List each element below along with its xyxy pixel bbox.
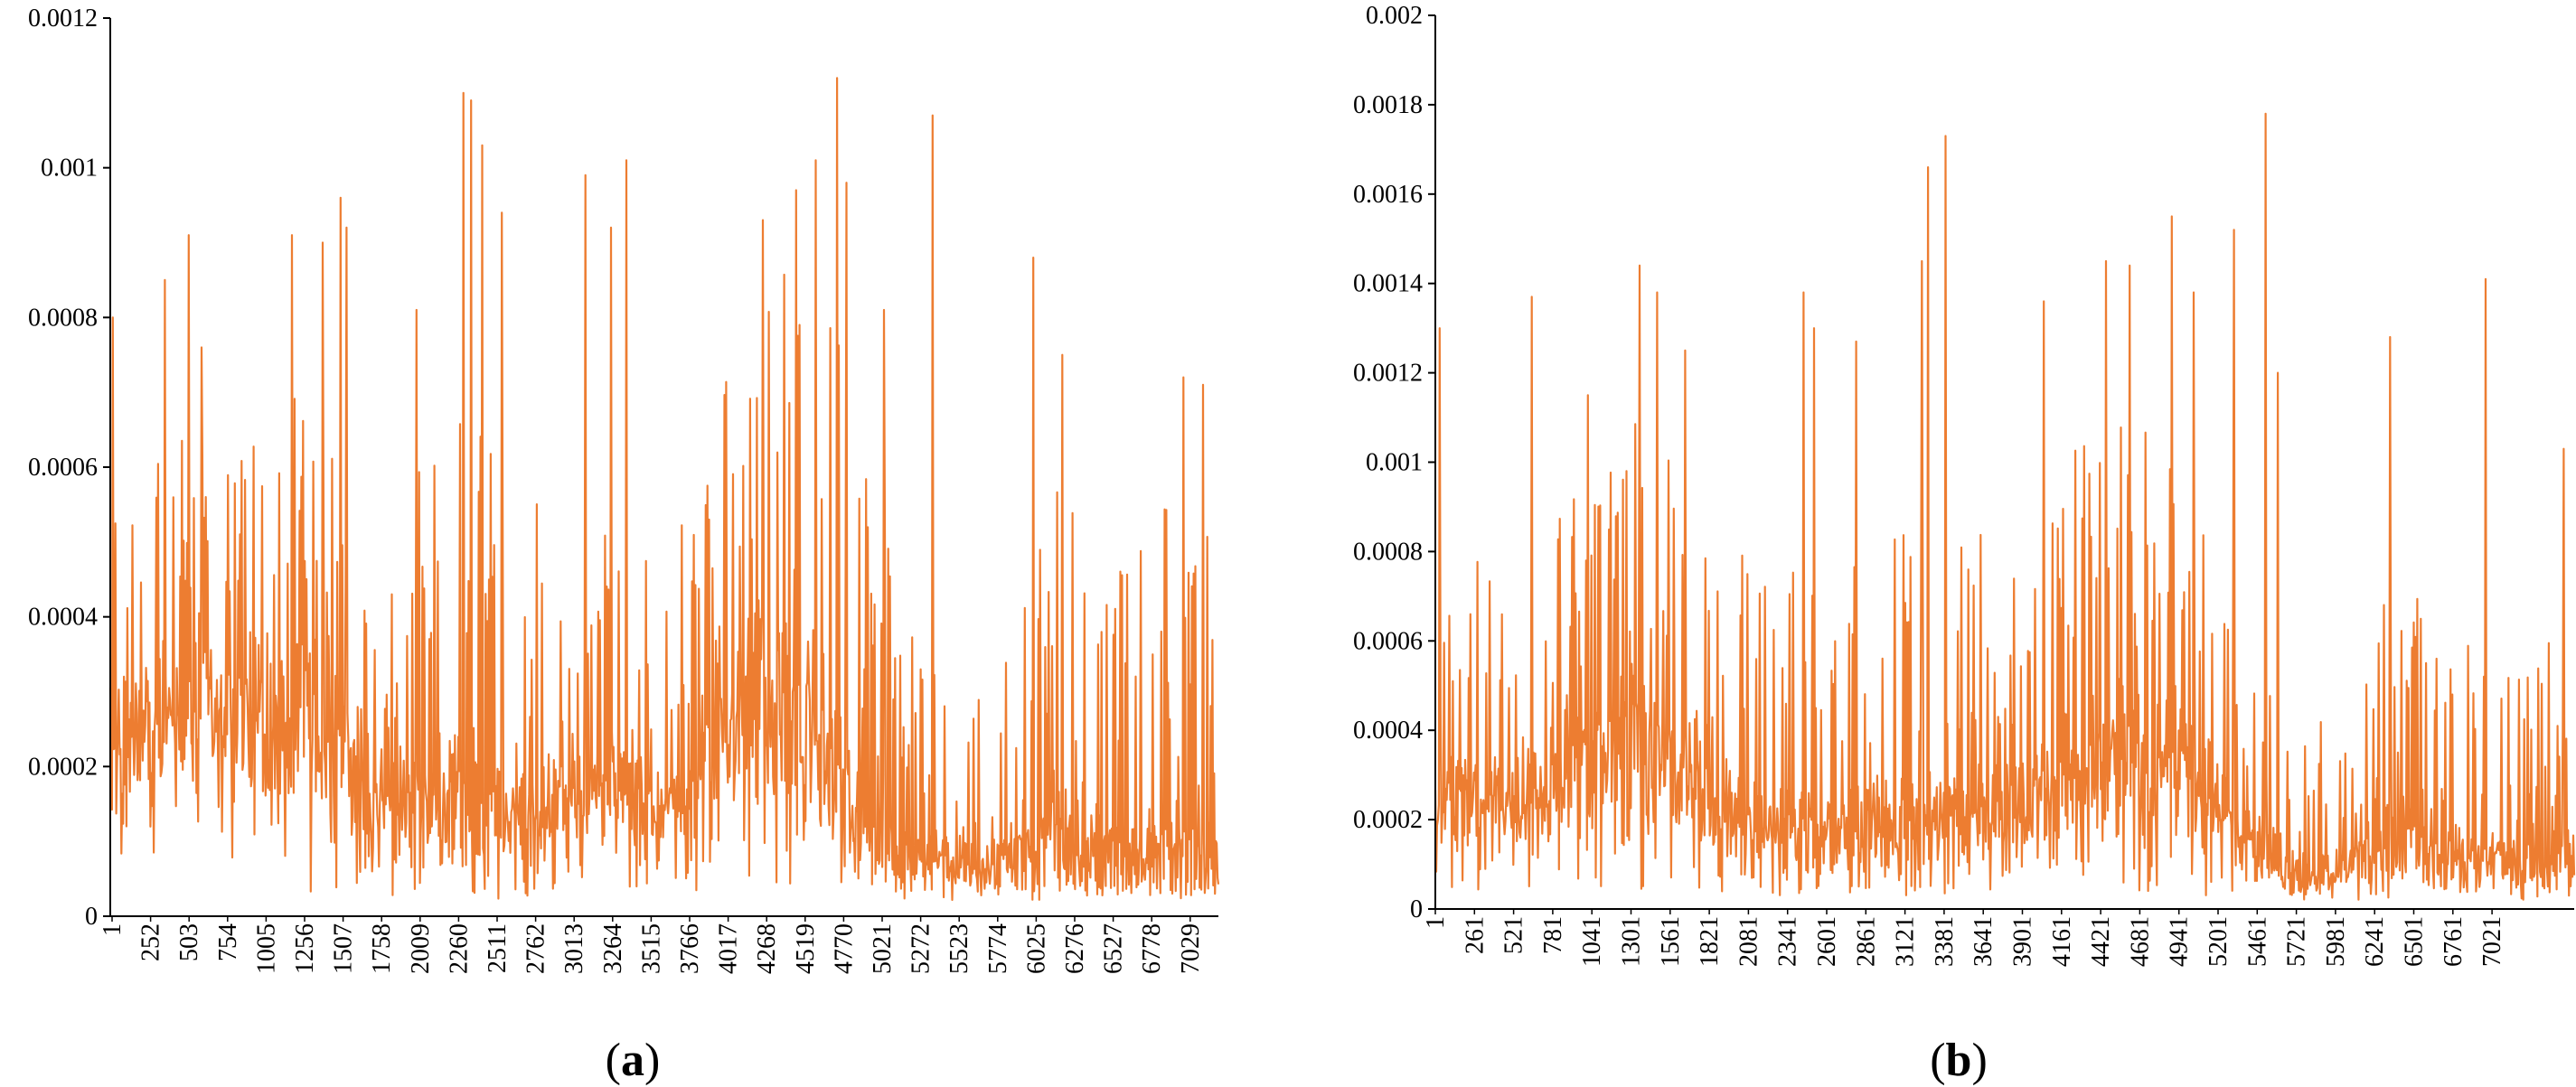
x-tick-label: 3515: [637, 923, 665, 974]
chart-panel-a: 0 0.0002 0.0004 0.0006 0.0008 0.001 0.0012 1 252…: [28, 5, 1220, 1086]
y-tick-label: 0.001: [1366, 449, 1423, 477]
x-tick-label: 4941: [2166, 916, 2194, 967]
y-tick-label: 0.0002: [1353, 806, 1423, 834]
x-tick-label: 1: [1422, 916, 1450, 929]
x-tick-label: 6761: [2440, 916, 2468, 967]
y-tick-label: 0.0008: [1353, 538, 1423, 566]
y-tick-label: 0: [85, 903, 98, 931]
y-tick-label: 0.0012: [1353, 360, 1423, 388]
x-tick-label: 1: [99, 923, 127, 936]
x-tick-label: 5981: [2322, 916, 2350, 967]
x-tick-label: 3381: [1931, 916, 1959, 967]
x-tick-label: 1561: [1657, 916, 1685, 967]
x-tick-label: 3901: [2009, 916, 2037, 967]
x-tick-label: 5201: [2205, 916, 2233, 967]
x-tick-label: 6527: [1100, 923, 1128, 974]
x-tick-label: 5272: [907, 923, 935, 974]
x-tick-label: 2511: [484, 923, 512, 973]
x-tick-label: 4519: [792, 923, 820, 974]
x-tick-label: 7029: [1177, 923, 1205, 974]
x-tick-label: 6025: [1022, 923, 1050, 974]
x-tick-label: 754: [214, 923, 242, 961]
x-tick-label: 1301: [1618, 916, 1646, 967]
x-tick-label: 1758: [368, 923, 396, 974]
panel-label: (b): [1930, 1035, 1988, 1086]
x-tick-label: 5721: [2283, 916, 2311, 967]
x-tick-label: 4770: [830, 923, 858, 974]
x-tick-label: 1507: [330, 923, 358, 974]
x-tick-label: 4268: [753, 923, 781, 974]
x-tick-label: 6778: [1138, 923, 1166, 974]
chart-panel-b: 0 0.0002 0.0004 0.0006 0.0008 0.001 0.0012 0.00…: [1288, 0, 2576, 1087]
x-tick-label: 521: [1500, 916, 1528, 954]
series-line: [108, 77, 1220, 902]
series-line: [1434, 112, 2576, 901]
x-tick-label: 5021: [869, 923, 897, 974]
y-tick-label: 0.0004: [1353, 717, 1423, 745]
y-tick-label: 0.0018: [1353, 91, 1423, 119]
y-tick-label: 0.0016: [1353, 181, 1423, 209]
x-tick-label: 2009: [407, 923, 435, 974]
x-tick-label: 4161: [2048, 916, 2076, 967]
x-tick-label: 781: [1539, 916, 1567, 954]
y-tick-label: 0.0002: [28, 753, 98, 781]
x-tick-label: 2260: [445, 923, 473, 974]
chart-b-svg: 0 0.0002 0.0004 0.0006 0.0008 0.001 0.0012 0.00…: [1353, 2, 2576, 1086]
y-tick-label: 0.0008: [28, 304, 98, 332]
x-tick-label: 1821: [1696, 916, 1724, 967]
y-tick-label: 0.0012: [28, 5, 98, 33]
y-tick-label: 0.0006: [1353, 627, 1423, 655]
x-tick-label: 503: [175, 923, 203, 961]
x-tick-label: 2762: [522, 923, 550, 974]
panel-label: (a): [606, 1035, 661, 1086]
x-tick-label: 3766: [676, 923, 704, 974]
x-tick-label: 6501: [2401, 916, 2429, 967]
x-tick-label: 3264: [599, 923, 627, 974]
x-tick-label: 261: [1461, 916, 1489, 954]
x-tick-label: 3121: [1892, 916, 1920, 967]
x-tick-label: 1041: [1578, 916, 1606, 967]
y-tick-label: 0.0004: [28, 604, 98, 632]
x-tick-label: 4681: [2126, 916, 2154, 967]
x-tick-label: 6241: [2361, 916, 2389, 967]
x-tick-label: 1005: [252, 923, 280, 974]
y-tick-label: 0.0006: [28, 454, 98, 482]
x-tick-label: 4017: [715, 923, 743, 974]
y-tick-label: 0.0014: [1353, 270, 1423, 298]
x-tick-label: 252: [137, 923, 165, 961]
x-tick-label: 4421: [2087, 916, 2115, 967]
x-tick-label: 1256: [291, 923, 319, 974]
y-tick-label: 0: [1410, 895, 1423, 923]
x-tick-label: 2081: [1735, 916, 1763, 967]
x-tick-label: 3641: [1970, 916, 1998, 967]
x-tick-label: 6276: [1061, 923, 1089, 974]
x-tick-label: 7021: [2478, 916, 2506, 967]
y-tick-label: 0.001: [41, 155, 98, 183]
x-tick-label: 5523: [945, 923, 973, 974]
x-tick-label: 2861: [1852, 916, 1880, 967]
x-tick-label: 2341: [1774, 916, 1802, 967]
y-tick-label: 0.002: [1366, 2, 1423, 30]
x-tick-label: 2601: [1813, 916, 1841, 967]
chart-a-svg: 0 0.0002 0.0004 0.0006 0.0008 0.001 0.0012 1 252…: [28, 5, 1220, 1086]
x-tick-label: 5774: [984, 923, 1012, 974]
x-tick-label: 5461: [2243, 916, 2271, 967]
x-tick-label: 3013: [560, 923, 588, 974]
